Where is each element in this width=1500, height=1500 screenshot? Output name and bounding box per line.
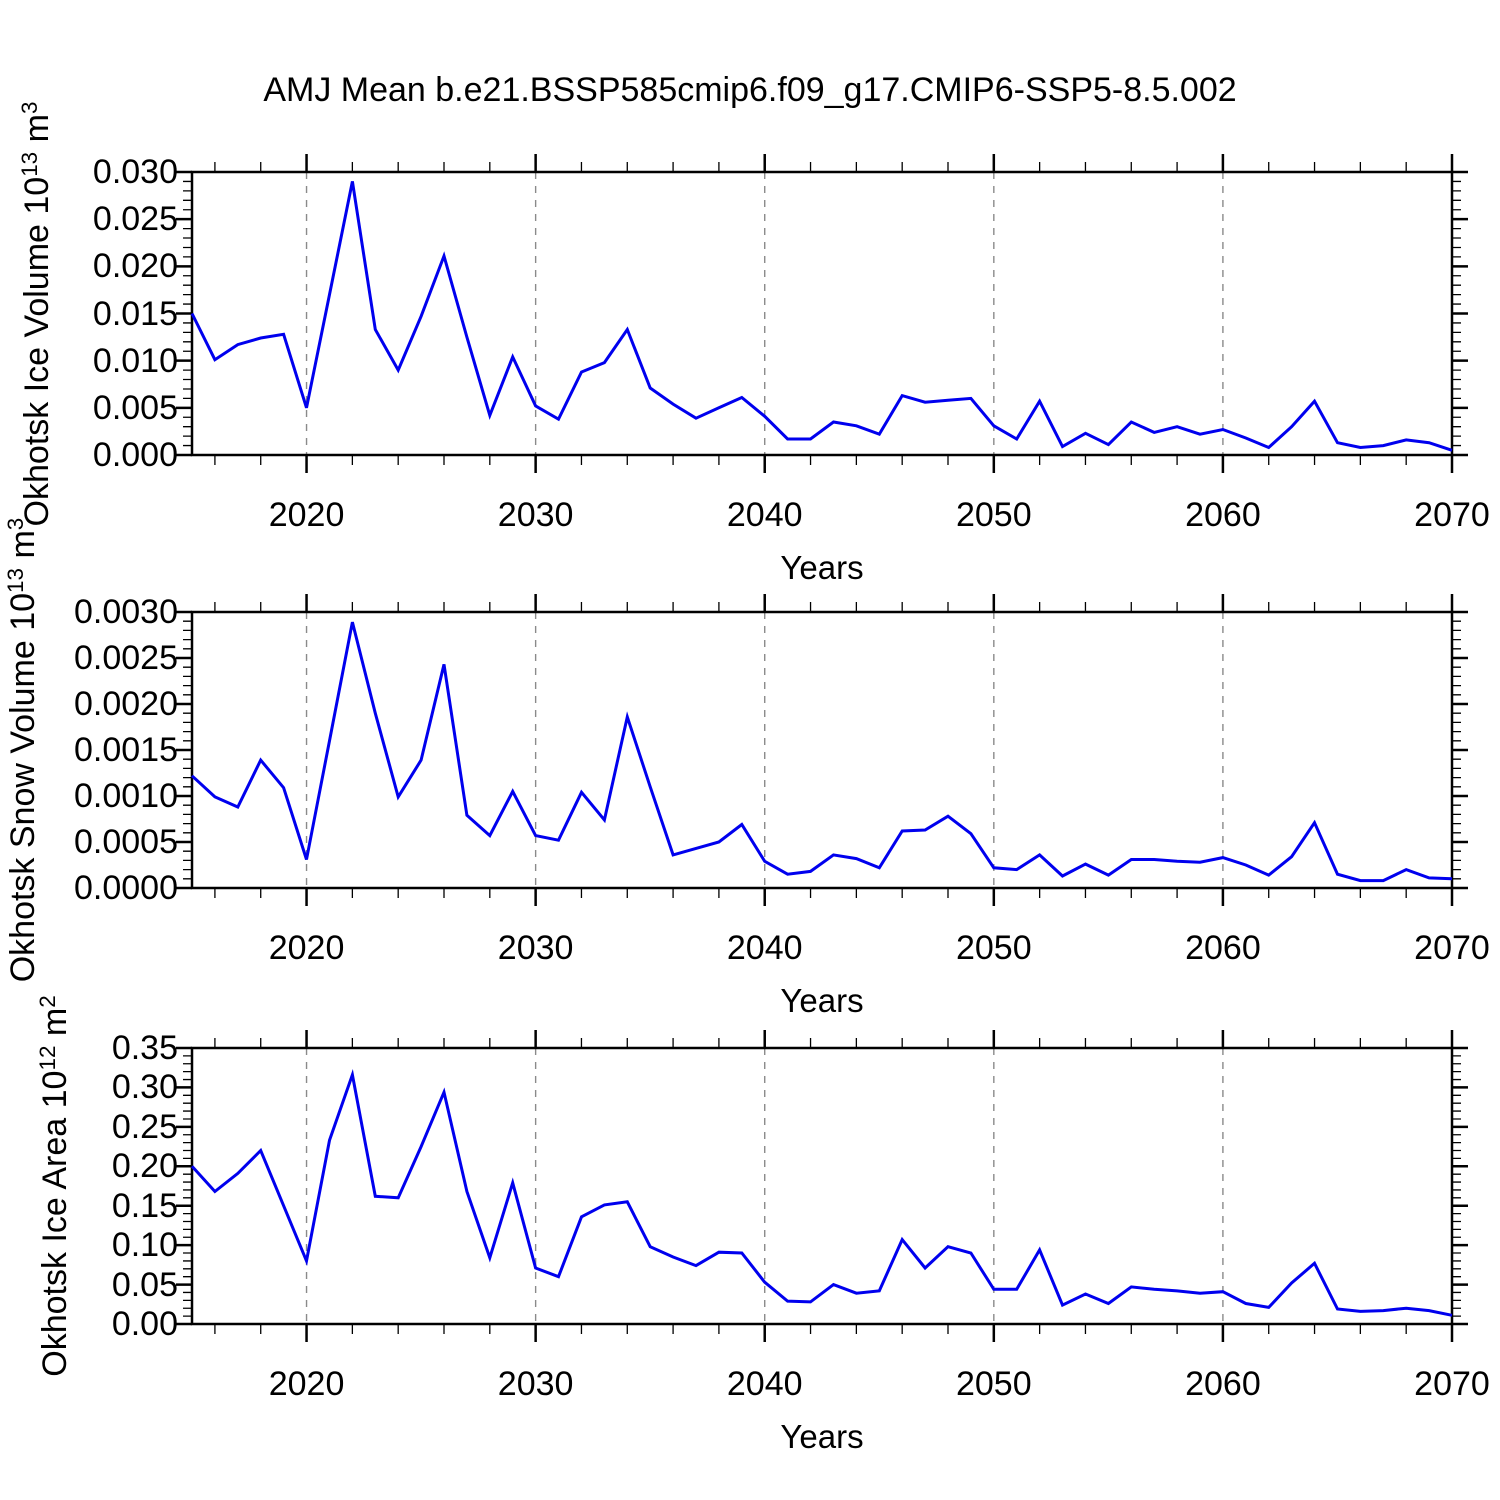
x-tick-label: 2030 [497,1365,574,1403]
plot-box-panel-3 [190,1046,1454,1326]
y-axis-title-text: m [4,530,42,568]
x-tick-label: 2030 [497,496,574,534]
y-tick-label: 0.0020 [74,685,178,723]
minor-ticks-panel-1 [183,162,1461,465]
y-tick-label: 0.0025 [74,639,178,677]
x-axis-label-panel-1: Years [780,549,864,586]
x-tick-label: 2050 [955,929,1032,967]
data-line-panel-1 [190,181,1453,452]
y-tick-label: 0.025 [92,200,178,239]
minor-ticks-panel-2 [183,602,1461,898]
y-axis-title-superscript: 2 [35,995,60,1008]
x-tick-label: 2030 [497,929,574,967]
y-tick-label: 0.015 [92,294,178,333]
x-tick-label: 2070 [1414,1365,1490,1403]
major-ticks-panel-2 [176,594,1468,906]
y-tick-label: 0.20 [111,1147,178,1186]
x-tick-label: 2040 [726,1365,803,1403]
chart-title: AMJ Mean b.e21.BSSP585cmip6.f09_g17.CMIP… [263,71,1237,109]
y-tick-label: 0.0000 [74,869,178,907]
y-tick-label: 0.000 [92,436,178,474]
x-tick-label: 2060 [1185,496,1261,534]
x-tick-label: 2020 [268,496,345,534]
y-tick-label: 0.020 [92,247,178,286]
minor-ticks-panel-3 [183,1038,1461,1334]
x-tick-label: 2020 [268,1365,345,1403]
y-tick-label: 0.0030 [74,593,178,631]
x-tick-label: 2060 [1185,1365,1261,1403]
major-ticks-panel-3 [176,1030,1468,1342]
y-tick-label: 0.010 [92,341,178,380]
plot-box-panel-1 [190,170,1454,457]
y-tick-label: 0.15 [111,1186,178,1225]
x-tick-label: 2040 [726,929,803,967]
data-line-panel-2 [190,621,1453,883]
x-tick-label: 2040 [726,496,803,534]
x-tick-label: 2050 [955,496,1032,534]
y-tick-label: 0.0015 [74,731,178,769]
y-tick-label: 0.30 [111,1068,178,1107]
y-tick-label: 0.35 [111,1029,178,1067]
y-tick-label: 0.005 [92,388,178,427]
y-axis-title-superscript: 13 [3,567,28,593]
y-tick-label: 0.030 [92,153,178,191]
y-axis-title-text: m [18,113,56,152]
x-axis-label-panel-2: Years [780,982,864,1019]
x-tick-label: 2060 [1185,929,1261,967]
y-tick-label: 0.25 [111,1107,178,1146]
x-tick-label: 2050 [955,1365,1032,1403]
y-tick-label: 0.0005 [74,823,178,861]
major-ticks-panel-1 [176,154,1468,473]
y-tick-label: 0.0010 [74,777,178,815]
y-tick-label: 0.00 [111,1305,178,1343]
plot-box-panel-2 [190,610,1454,890]
x-axis-label-panel-3: Years [780,1418,864,1455]
y-tick-label: 0.05 [111,1265,178,1304]
x-tick-label: 2070 [1414,929,1490,967]
y-axis-title-superscript: 3 [3,517,28,531]
data-line-panel-3 [190,1069,1453,1317]
x-tick-label: 2020 [268,929,345,967]
x-tick-label: 2070 [1414,496,1490,534]
y-tick-label: 0.10 [111,1226,178,1265]
y-axis-title-superscript: 3 [17,101,42,114]
